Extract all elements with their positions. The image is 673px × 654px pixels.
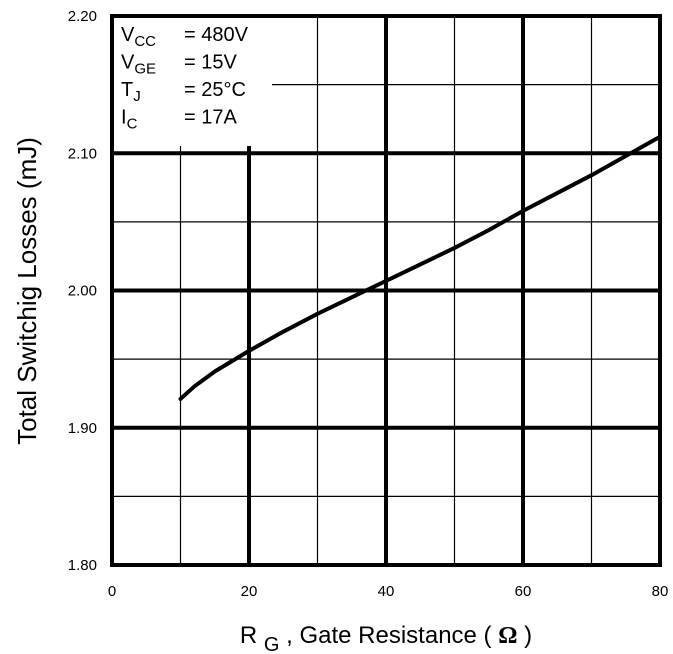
annotation-subscript: J — [133, 88, 141, 105]
x-tick-label: 0 — [108, 583, 116, 600]
x-axis-label-sub: G — [264, 634, 280, 654]
x-axis-label: R G , Gate Resistance ( Ω ) — [240, 622, 532, 654]
annotation-subscript: CC — [134, 33, 156, 50]
annotation-symbol: V — [121, 52, 135, 74]
plot-area-border — [110, 14, 662, 567]
annotation-value: = 25°C — [184, 79, 246, 101]
x-tick-label: 20 — [241, 583, 258, 600]
annotation-line: TJ = 25°C — [121, 79, 246, 105]
annotation-line: IC = 17A — [121, 107, 237, 133]
y-tick-label: 2.00 — [68, 283, 97, 300]
x-tick-label: 40 — [378, 583, 395, 600]
x-axis-label-rest: , Gate Resistance ( — [286, 622, 498, 649]
annotation-subscript: C — [127, 116, 138, 133]
x-axis-label-omega: Ω — [498, 623, 517, 649]
annotation-line: VGE = 15V — [121, 52, 237, 78]
annotation-value: = 15V — [184, 52, 237, 74]
y-tick-label: 1.90 — [68, 420, 97, 437]
x-axis-ticks: 0 20 40 60 80 — [108, 583, 669, 600]
annotation-symbol: T — [121, 79, 133, 101]
annotation-symbol: I — [121, 107, 127, 129]
annotation-line: VCC = 480V — [121, 24, 249, 50]
y-tick-label: 2.20 — [68, 8, 97, 25]
annotation-box — [114, 18, 272, 146]
y-axis-label: Total Switchig Losses (mJ) — [12, 137, 42, 445]
x-tick-label: 80 — [652, 583, 669, 600]
annotation-background — [114, 18, 272, 146]
y-axis-ticks: 1.80 1.90 2.00 2.10 2.20 — [68, 8, 97, 574]
annotation-symbol: V — [121, 24, 135, 46]
annotation-subscript: GE — [134, 61, 156, 78]
x-tick-label: 60 — [515, 583, 532, 600]
annotation-value: = 17A — [184, 107, 237, 129]
series-line — [178, 134, 662, 401]
y-tick-label: 2.10 — [68, 145, 97, 162]
grid-major — [112, 16, 660, 565]
plot-frame — [110, 14, 662, 567]
y-tick-label: 1.80 — [68, 557, 97, 574]
x-axis-label-main: R — [240, 622, 257, 649]
annotation-value: = 480V — [184, 24, 249, 46]
x-axis-label-close: ) — [524, 622, 532, 649]
